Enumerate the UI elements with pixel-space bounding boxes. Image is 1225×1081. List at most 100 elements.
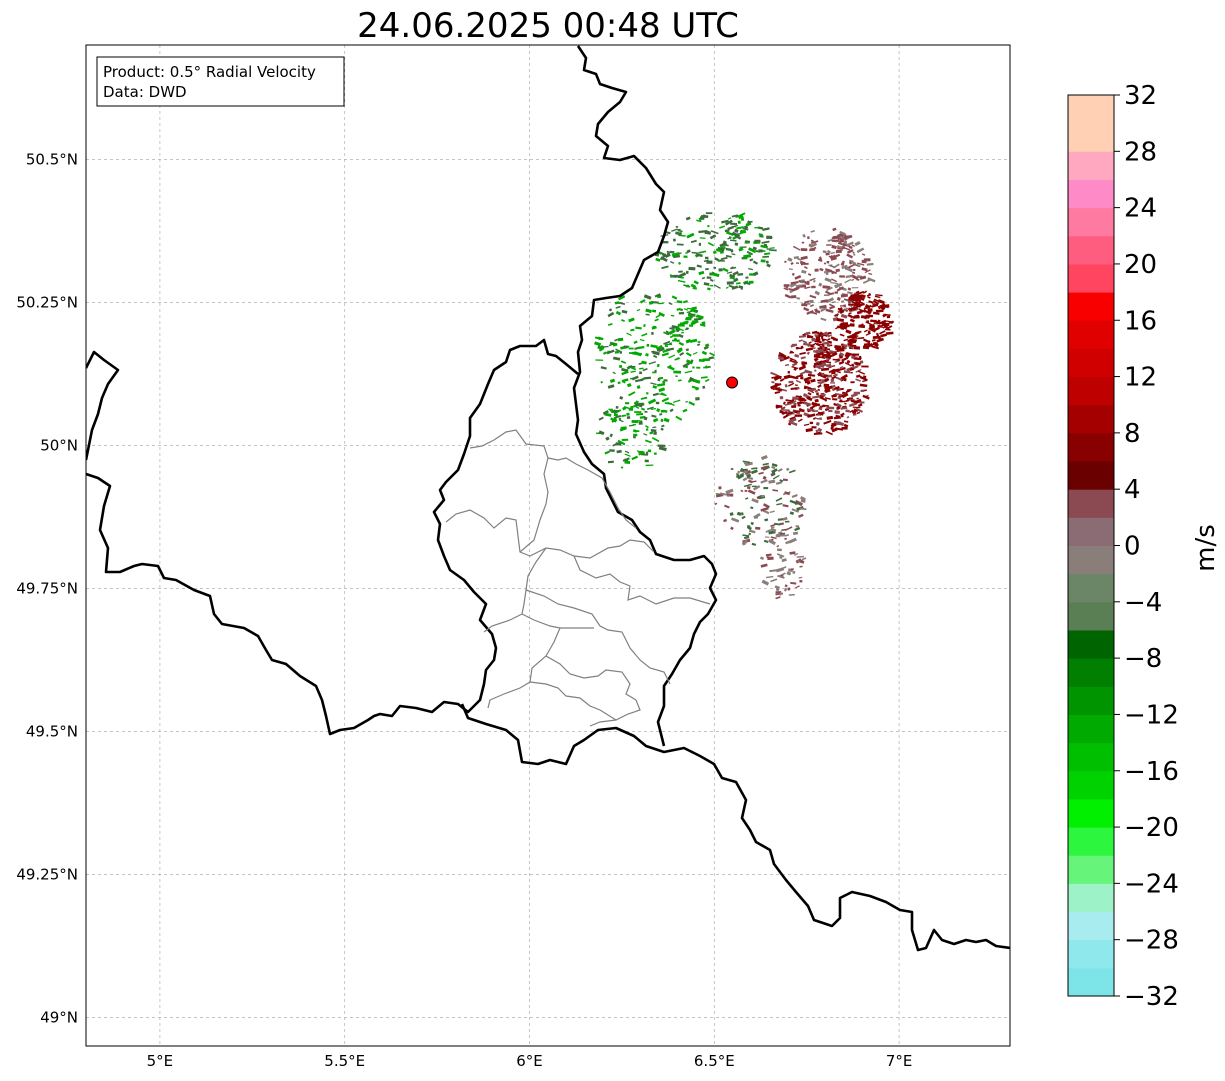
- velocity-pixel: [672, 339, 677, 342]
- velocity-pixel: [718, 486, 722, 490]
- velocity-pixel: [831, 427, 838, 433]
- velocity-pixel: [779, 396, 784, 400]
- velocity-pixel: [847, 291, 853, 295]
- velocity-pixel: [789, 511, 794, 515]
- velocity-pixel: [803, 401, 812, 407]
- velocity-pixel: [846, 359, 851, 364]
- velocity-pixel: [841, 426, 848, 430]
- velocity-pixel: [794, 499, 803, 507]
- velocity-pixel: [812, 347, 816, 350]
- velocity-pixel: [828, 354, 833, 358]
- velocity-pixel: [806, 381, 811, 385]
- velocity-pixel: [810, 240, 819, 244]
- colorbar-tick-label: 8: [1124, 419, 1141, 449]
- velocity-pixel: [678, 341, 685, 346]
- velocity-pixel: [721, 219, 729, 224]
- velocity-pixel: [690, 283, 697, 289]
- velocity-pixel: [771, 381, 775, 384]
- velocity-pixel: [714, 502, 718, 506]
- velocity-pixel: [744, 536, 750, 540]
- velocity-pixel: [619, 419, 624, 423]
- velocity-pixel: [703, 259, 709, 263]
- velocity-pixel: [835, 427, 844, 431]
- velocity-pixel: [747, 220, 751, 224]
- chart-title: 24.06.2025 00:48 UTC: [357, 6, 739, 46]
- velocity-pixel: [718, 259, 725, 262]
- velocity-pixel: [888, 325, 893, 329]
- velocity-pixel: [843, 338, 849, 342]
- velocity-pixel: [617, 381, 621, 384]
- velocity-pixel: [831, 244, 837, 250]
- velocity-pixel: [747, 489, 756, 495]
- velocity-pixel: [650, 407, 657, 411]
- colorbar-tick-label: −24: [1124, 869, 1179, 899]
- velocity-pixel: [773, 375, 780, 381]
- velocity-pixel: [762, 255, 769, 258]
- velocity-pixel: [615, 305, 621, 309]
- colorbar-segment: [1068, 235, 1114, 265]
- velocity-pixel: [824, 397, 831, 400]
- velocity-pixel: [636, 346, 645, 350]
- velocity-pixel: [774, 585, 780, 590]
- velocity-pixel: [658, 446, 667, 452]
- velocity-pixel: [685, 338, 692, 344]
- velocity-pixel: [678, 311, 685, 315]
- velocity-pixel: [828, 349, 835, 354]
- velocity-pixel: [854, 241, 861, 247]
- velocity-pixel: [607, 322, 613, 326]
- velocity-pixel: [620, 360, 627, 364]
- velocity-pixel: [760, 244, 768, 249]
- velocity-pixel: [840, 412, 845, 417]
- velocity-pixel: [855, 398, 862, 404]
- velocity-pixel: [798, 576, 803, 579]
- velocity-pixel: [814, 417, 823, 421]
- velocity-pixel: [836, 245, 843, 249]
- velocity-pixel: [806, 280, 810, 284]
- velocity-pixel: [777, 355, 784, 361]
- velocity-pixel: [810, 229, 815, 233]
- velocity-pixel: [807, 413, 816, 418]
- velocity-pixel: [859, 375, 868, 382]
- velocity-pixel: [828, 255, 832, 258]
- colorbar-segment: [1068, 95, 1114, 124]
- velocity-pixel: [827, 239, 831, 242]
- velocity-pixel: [815, 360, 820, 364]
- velocity-pixel: [619, 395, 624, 400]
- velocity-pixel: [725, 254, 732, 258]
- velocity-pixel: [852, 410, 857, 414]
- velocity-pixel: [665, 343, 673, 346]
- lat-tick-label: 50°N: [40, 436, 78, 454]
- velocity-pixel: [832, 358, 841, 361]
- velocity-pixel: [677, 379, 682, 382]
- velocity-pixel: [602, 351, 608, 355]
- velocity-pixel: [635, 400, 639, 405]
- velocity-pixel: [750, 469, 758, 475]
- velocity-pixel: [827, 338, 831, 341]
- velocity-pixel: [701, 276, 706, 280]
- velocity-pixel: [841, 343, 844, 346]
- velocity-pixel: [651, 437, 660, 443]
- canton-border: [445, 509, 655, 559]
- velocity-pixel: [819, 304, 827, 309]
- velocity-pixel: [709, 284, 714, 287]
- velocity-pixel: [650, 382, 657, 386]
- velocity-pixel: [609, 449, 615, 452]
- velocity-pixel: [693, 378, 701, 384]
- velocity-pixel: [763, 503, 770, 509]
- velocity-pixel: [817, 379, 821, 382]
- velocity-pixel: [872, 335, 881, 340]
- velocity-pixel: [809, 421, 814, 425]
- velocity-pixel: [777, 574, 785, 579]
- velocity-pixel: [595, 359, 604, 361]
- velocity-pixel: [836, 388, 841, 392]
- velocity-pixel: [596, 432, 602, 435]
- velocity-pixel: [679, 352, 685, 357]
- velocity-pixel: [845, 329, 852, 335]
- velocity-pixel: [740, 512, 744, 516]
- velocity-pixel: [650, 344, 658, 349]
- velocity-pixel: [800, 255, 808, 261]
- velocity-pixel: [618, 364, 623, 369]
- velocity-pixel: [841, 356, 849, 362]
- velocity-pixel: [784, 491, 791, 496]
- velocity-pixel: [710, 230, 719, 235]
